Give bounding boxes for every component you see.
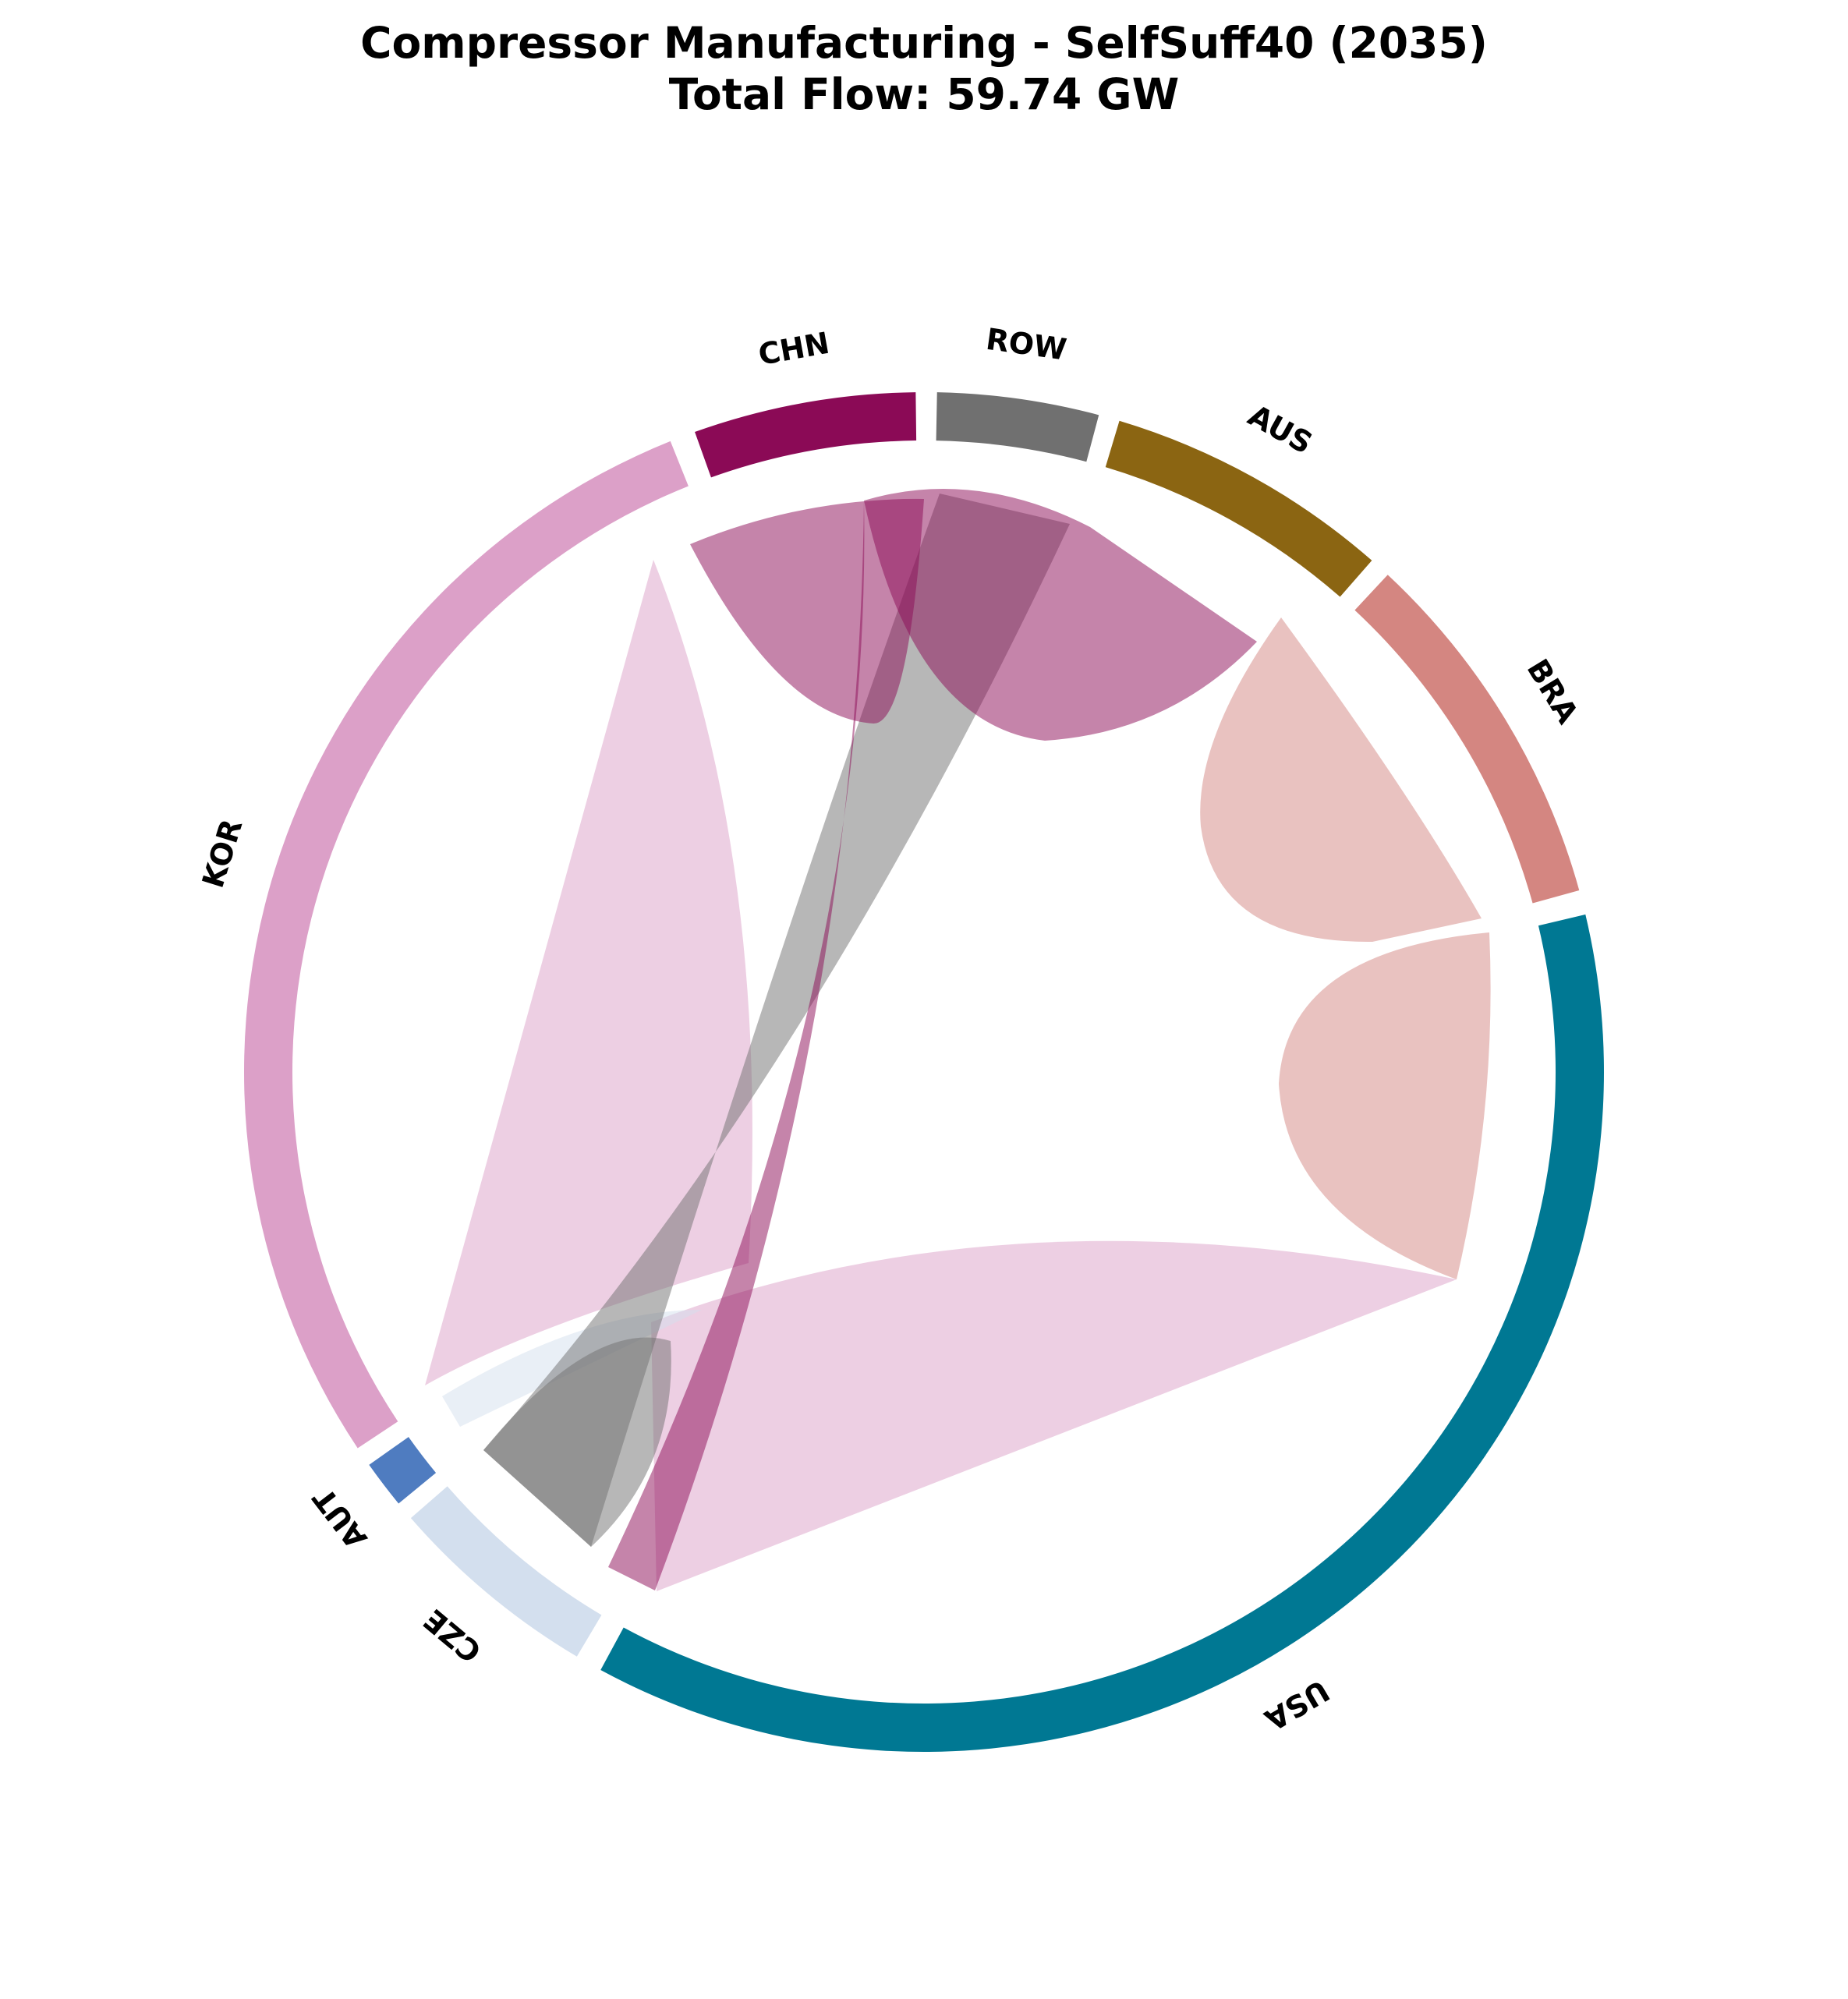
ribbon-chn-chn [690,498,924,724]
chart-title: Compressor Manufacturing - SelfSuff40 (2… [360,18,1488,68]
ribbon-bra-usa [1279,932,1491,1279]
ribbon-row-cze [483,494,1070,1547]
ribbon-kor-usa [651,1240,1457,1591]
arc-bra [1354,575,1580,904]
arc-chn [695,392,917,478]
ribbons [425,489,1491,1591]
ribbon-bra-bra [1200,617,1482,943]
ribbon-chn-aus [864,489,1257,741]
chart-subtitle: Total Flow: 59.74 GW [669,69,1180,119]
arc-aut [369,1437,437,1504]
arc-row [936,392,1099,462]
ribbon-kor-kor [425,560,752,1385]
arc-cze [410,1486,602,1657]
arc-aus [1105,420,1372,597]
arc-usa [600,914,1605,1752]
node-arcs [244,392,1605,1752]
